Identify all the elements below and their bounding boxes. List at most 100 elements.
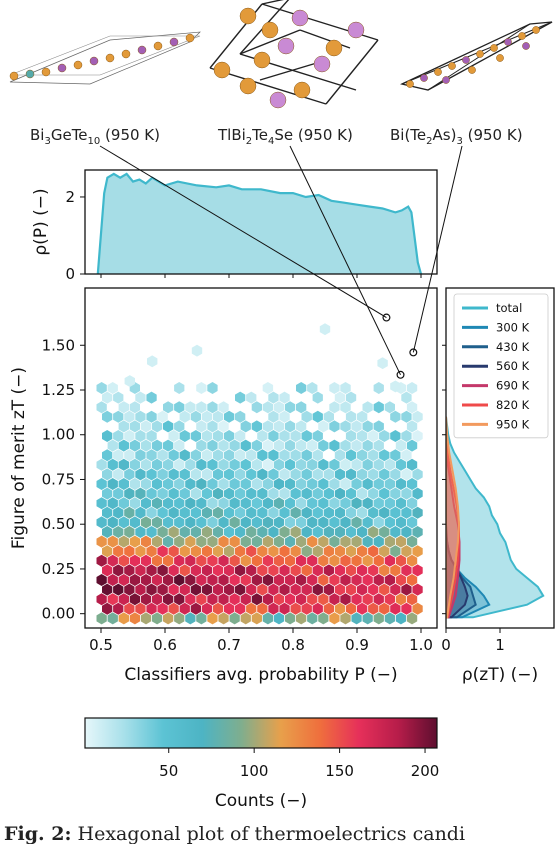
atom xyxy=(253,51,271,69)
hex-bin xyxy=(323,545,334,558)
hex-bin xyxy=(196,458,207,471)
top-ylabel: ρ(P) (−) xyxy=(31,188,51,255)
hex-bin xyxy=(362,439,373,452)
hex-bin xyxy=(168,449,179,462)
hex-bin xyxy=(163,458,174,471)
atom xyxy=(518,32,526,40)
hex-bin xyxy=(218,516,229,529)
hex-bin xyxy=(235,506,246,519)
hex-bin xyxy=(179,487,190,500)
hex-bin xyxy=(368,526,379,538)
hex-bin xyxy=(412,487,423,500)
hex-bin xyxy=(201,487,213,500)
hex-bin xyxy=(357,487,368,500)
hex-bin xyxy=(212,449,224,462)
hex-bin xyxy=(224,602,235,615)
hex-bin xyxy=(307,535,318,548)
hex-bin xyxy=(262,497,274,510)
hex-bin xyxy=(102,391,113,404)
atom xyxy=(347,21,365,39)
hex-bin xyxy=(163,497,174,510)
legend-entry: 430 K xyxy=(496,340,530,354)
hex-bin xyxy=(362,612,373,625)
hex-bin xyxy=(296,497,307,510)
hex-bin xyxy=(368,468,379,481)
hex-bin xyxy=(406,401,418,414)
hex-bin xyxy=(296,382,307,394)
hex-bin xyxy=(345,583,357,596)
hex-bin xyxy=(379,449,390,462)
hex-bin xyxy=(201,430,213,442)
hex-bin xyxy=(185,612,196,625)
hex-bin xyxy=(262,478,274,490)
hex-bin xyxy=(290,526,301,538)
hex-bin xyxy=(201,506,213,519)
hex-bin xyxy=(301,545,312,558)
hex-bin xyxy=(140,497,152,510)
hex-bin xyxy=(146,506,157,519)
right-kde-total xyxy=(446,416,545,619)
main-ytick-label: 0.25 xyxy=(42,560,75,578)
main-xtick-label: 0.8 xyxy=(281,636,305,654)
hex-bin xyxy=(412,410,423,423)
hex-bin xyxy=(229,478,240,490)
hex-bin xyxy=(135,410,146,423)
hex-bin xyxy=(340,612,351,625)
hex-bin xyxy=(212,487,224,500)
hex-bin xyxy=(301,410,312,423)
hex-bin xyxy=(118,420,129,433)
hex-bin xyxy=(157,526,168,538)
hex-bin xyxy=(301,583,312,596)
hex-bin xyxy=(174,612,185,625)
hex-bin xyxy=(96,401,107,414)
hex-bin xyxy=(246,391,257,404)
hex-bin xyxy=(212,602,224,615)
hex-bin xyxy=(124,564,135,577)
hex-bin xyxy=(118,497,129,510)
hex-bin xyxy=(395,516,407,529)
hex-bin xyxy=(329,516,340,529)
hex-bin xyxy=(329,574,340,586)
hex-bin xyxy=(163,439,174,452)
hex-bin xyxy=(273,574,285,586)
hex-bin xyxy=(113,410,124,423)
hex-bin xyxy=(207,516,218,529)
hex-bin xyxy=(157,468,168,481)
hex-bin xyxy=(168,526,179,538)
hex-bin xyxy=(345,449,357,462)
hex-bin xyxy=(395,497,407,510)
hex-bin xyxy=(207,497,218,510)
hex-bin xyxy=(124,506,135,519)
hex-bin xyxy=(96,458,107,471)
hex-bin xyxy=(284,478,296,490)
hex-bin xyxy=(224,564,235,577)
hex-bin xyxy=(340,420,351,433)
hex-bin xyxy=(362,516,373,529)
legend-box xyxy=(453,293,549,439)
hex-bin xyxy=(395,478,407,490)
hex-bin xyxy=(151,574,163,586)
hex-bin xyxy=(384,612,395,625)
hex-bin xyxy=(284,516,296,529)
hex-bin xyxy=(406,382,418,394)
top-kde-line xyxy=(96,172,423,274)
hex-bin xyxy=(351,516,362,529)
hex-bin xyxy=(412,506,423,519)
hex-bin xyxy=(207,439,218,452)
hex-bin-outlier xyxy=(191,344,203,357)
hex-bin xyxy=(151,458,163,471)
hex-bin xyxy=(290,487,301,500)
hex-bin xyxy=(318,612,329,625)
atom xyxy=(153,41,163,51)
hex-bin xyxy=(229,497,240,510)
hex-bin xyxy=(129,420,140,433)
hex-bin xyxy=(207,420,218,433)
hex-bin xyxy=(307,382,318,394)
hex-bin xyxy=(390,545,401,558)
hex-bin xyxy=(284,535,296,548)
hex-bin xyxy=(279,602,290,615)
hex-bin xyxy=(240,535,251,548)
hex-bin xyxy=(373,574,384,586)
hex-bin xyxy=(190,564,201,577)
